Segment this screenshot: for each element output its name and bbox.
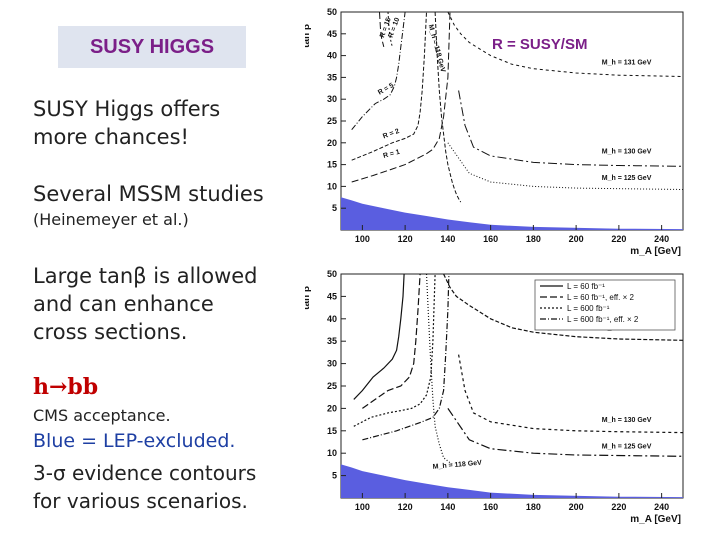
- series-line: [458, 90, 684, 167]
- x-tick-label: 120: [398, 234, 413, 244]
- series-line: [351, 11, 427, 161]
- legend-entry: L = 60 fb⁻¹, eff. × 2: [567, 293, 634, 302]
- text-line: Large tanβ is allowed: [33, 264, 258, 288]
- annotation-label: M_h = 130 GeV: [602, 149, 652, 156]
- x-tick-label: 160: [483, 234, 498, 244]
- y-tick-label: 30: [327, 359, 337, 369]
- lep-excluded-region: [341, 197, 683, 230]
- x-tick-label: 160: [483, 502, 498, 512]
- y-tick-label: 20: [327, 138, 337, 148]
- text-line: more chances!: [33, 125, 189, 149]
- y-axis-label: tan β: [305, 24, 312, 48]
- lep-excluded-region: [341, 464, 683, 498]
- series-line: [362, 273, 450, 441]
- series-line: [379, 11, 385, 48]
- text-line: Several MSSM studies: [33, 182, 264, 206]
- text-line: for various scenarios.: [33, 489, 248, 513]
- series-line: [353, 273, 436, 427]
- slide-title: SUSY HIGGS: [89, 35, 215, 58]
- text-line: and can enhance: [33, 292, 214, 316]
- y-tick-label: 15: [327, 426, 337, 436]
- x-tick-label: 140: [440, 234, 455, 244]
- y-axis-label: tan β: [305, 286, 312, 310]
- x-tick-label: 240: [654, 502, 669, 512]
- y-tick-label: 5: [332, 203, 337, 213]
- y-tick-label: 25: [327, 381, 337, 391]
- annotation-label: M_h = 118 GeV: [432, 460, 482, 471]
- hbb-heading: h→bb: [33, 374, 99, 400]
- y-tick-label: 35: [327, 336, 337, 346]
- y-tick-label: 30: [327, 94, 337, 104]
- text-line: 3-σ evidence contours: [33, 461, 257, 485]
- y-tick-label: 50: [327, 7, 337, 17]
- series-line: [351, 11, 451, 183]
- chart-top: 100 120 140 160 180 200 220 240 5 10 15 20 25 30 35 40 4…: [305, 7, 684, 257]
- legend-entry: L = 600 fb⁻¹: [567, 304, 610, 313]
- y-tick-label: 10: [327, 448, 337, 458]
- legend-entry: L = 600 fb⁻¹, eff. × 2: [567, 315, 639, 324]
- y-tick-label: 50: [327, 269, 337, 279]
- series-line: [443, 273, 684, 341]
- x-tick-label: 100: [355, 502, 370, 512]
- annotation-label: M_h = 125 GeV: [602, 175, 652, 182]
- series-line: [351, 11, 406, 131]
- y-tick-label: 40: [327, 314, 337, 324]
- series-line: [434, 11, 462, 203]
- annotation-label: M_h = 131 GeV: [602, 59, 652, 66]
- series-line: [447, 142, 684, 190]
- y-tick-label: 40: [327, 51, 337, 61]
- y-tick-label: 10: [327, 181, 337, 191]
- chart-bottom: 100 120 140 160 180 200 220 240 5 10 15 20 25 30 35 40 4…: [305, 269, 684, 525]
- title-box: SUSY HIGGS: [58, 26, 246, 68]
- x-tick-label: 180: [526, 502, 541, 512]
- x-tick-label: 100: [355, 234, 370, 244]
- y-tick-label: 45: [327, 291, 337, 301]
- y-tick-label: 5: [332, 471, 337, 481]
- text-line: (Heinemeyer et al.): [33, 210, 189, 229]
- y-tick-label: 15: [327, 160, 337, 170]
- x-tick-label: 120: [398, 502, 413, 512]
- text-line: cross sections.: [33, 320, 188, 344]
- x-tick-label: 220: [611, 234, 626, 244]
- legend-entry: L = 60 fb⁻¹: [567, 282, 605, 291]
- text-line: CMS acceptance.: [33, 406, 171, 425]
- text-line: SUSY Higgs offers: [33, 97, 221, 121]
- annotation-label: M_h = 125 GeV: [602, 444, 652, 451]
- series-line: [387, 11, 393, 48]
- series-line: [362, 273, 421, 409]
- r-label: R = SUSY/SM: [492, 36, 588, 53]
- x-tick-label: 180: [526, 234, 541, 244]
- x-tick-label: 200: [569, 234, 584, 244]
- series-line: [447, 11, 684, 77]
- x-axis-label: m_A [GeV]: [630, 514, 681, 525]
- blue-note: Blue = LEP-excluded.: [33, 430, 236, 452]
- legend-box: [534, 279, 676, 331]
- x-tick-label: 220: [611, 502, 626, 512]
- series-line: [353, 273, 405, 400]
- x-tick-label: 140: [440, 502, 455, 512]
- y-tick-label: 35: [327, 72, 337, 82]
- y-tick-label: 25: [327, 116, 337, 126]
- x-axis-label: m_A [GeV]: [630, 246, 681, 257]
- y-tick-label: 20: [327, 403, 337, 413]
- x-tick-label: 200: [569, 502, 584, 512]
- annotation-label: R = 1: [382, 149, 400, 160]
- y-tick-label: 45: [327, 29, 337, 39]
- x-tick-label: 240: [654, 234, 669, 244]
- plot-frame: [340, 11, 684, 231]
- annotation-label: M_h = 130 GeV: [602, 417, 652, 424]
